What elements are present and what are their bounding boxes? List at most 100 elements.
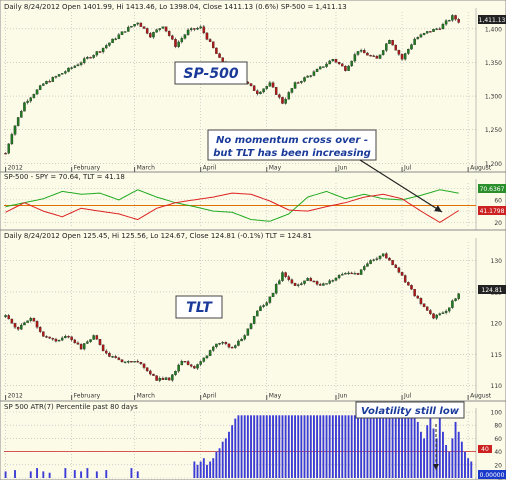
candle-body [306,278,309,281]
candle-body [334,59,338,63]
tlt-header: Daily 8/24/2012 Open 125.45, Hi 125.56, … [4,232,312,240]
candle-body [416,37,420,40]
candle-body [212,346,215,351]
candle-body [407,48,410,54]
atr-bar [401,415,403,478]
candle-body [451,15,454,21]
candle-body [57,340,61,342]
candle-body [394,44,398,51]
candle-body [337,62,341,65]
atr-bar [297,415,300,478]
candle-body [193,366,196,369]
candle-body [48,81,51,83]
candle-body [92,335,95,340]
candle-body [133,23,136,27]
candle-body [60,337,64,341]
candle-body [391,40,394,46]
atr-bar [278,415,281,478]
candle-body [378,54,382,59]
candle-body [400,272,404,276]
candle-body [51,77,55,82]
candle-body [341,273,344,276]
candle-body [293,282,297,286]
atr-value-badge: 0.00000 [478,470,506,479]
candle-body [54,338,58,342]
candle-body [45,336,48,338]
candle-body [403,53,407,60]
candle-body [252,315,256,324]
atr-bar [262,415,265,478]
candle-body [403,275,407,283]
candle-body [177,364,180,372]
atr-bar [253,415,256,478]
x-tick-label: March [137,393,155,400]
candle-body [117,357,121,360]
candle-body [287,276,291,280]
candle-body [438,313,442,316]
candle-body [136,361,139,363]
candle-body [73,65,77,68]
momentum-annotation-arrow [359,159,443,213]
candle-body [167,30,171,36]
y-tick-label: 80 [494,423,502,430]
tlt-label-box: TLT [175,295,223,319]
y-tick-label: 20 [494,220,502,227]
candle-body [325,63,328,67]
atr-bar [379,415,381,478]
candle-body [432,313,435,319]
candle-body [271,293,275,297]
candle-body [95,335,99,340]
atr-bar [388,415,391,478]
candle-body [186,29,190,35]
atr-bar [42,471,45,478]
candle-body [86,57,89,59]
y-tick-label: 1,250 [485,127,502,134]
candle-body [221,342,224,344]
atr-bar [136,471,139,478]
atr-bar [397,415,400,478]
candle-body [42,331,45,337]
atr-bar [272,415,274,478]
sp500-value-text: 1,411.13 [479,17,506,24]
candle-body [145,28,149,34]
candle-body [13,323,17,328]
atr-bar [246,415,249,478]
atr-bar [275,415,278,478]
y-tick-label: 60 [494,197,502,204]
atr-bar [265,415,268,478]
atr-bar [325,415,328,478]
candle-body [429,310,432,314]
candle-body [397,267,401,273]
candle-body [432,28,435,32]
candle-body [363,50,366,54]
candle-body [413,38,416,45]
candle-body [422,303,426,307]
x-tick-label: 2012 [8,165,23,172]
candle-body [381,50,385,55]
atr-bar [391,415,394,478]
candle-body [199,361,202,365]
candle-body [312,280,316,283]
candle-body [108,42,111,46]
volatility-annotation: Volatility still low [361,406,460,417]
candle-body [193,28,196,30]
candle-body [82,58,86,63]
candle-body [369,55,372,57]
candle-body [158,378,162,381]
atr-bar [48,472,51,478]
candle-body [114,356,117,359]
candle-body [26,320,29,323]
candle-body [429,31,432,33]
spy-value-badge: 70.6367 [478,184,506,193]
candle-body [95,51,99,56]
candle-body [296,284,300,286]
atr-bar [451,438,454,478]
candle-body [309,75,313,77]
atr-bar [438,415,441,478]
candle-body [177,41,180,47]
atr-bar [394,415,397,478]
candle-body [149,370,152,375]
candle-body [454,298,457,301]
candle-body [105,45,108,49]
